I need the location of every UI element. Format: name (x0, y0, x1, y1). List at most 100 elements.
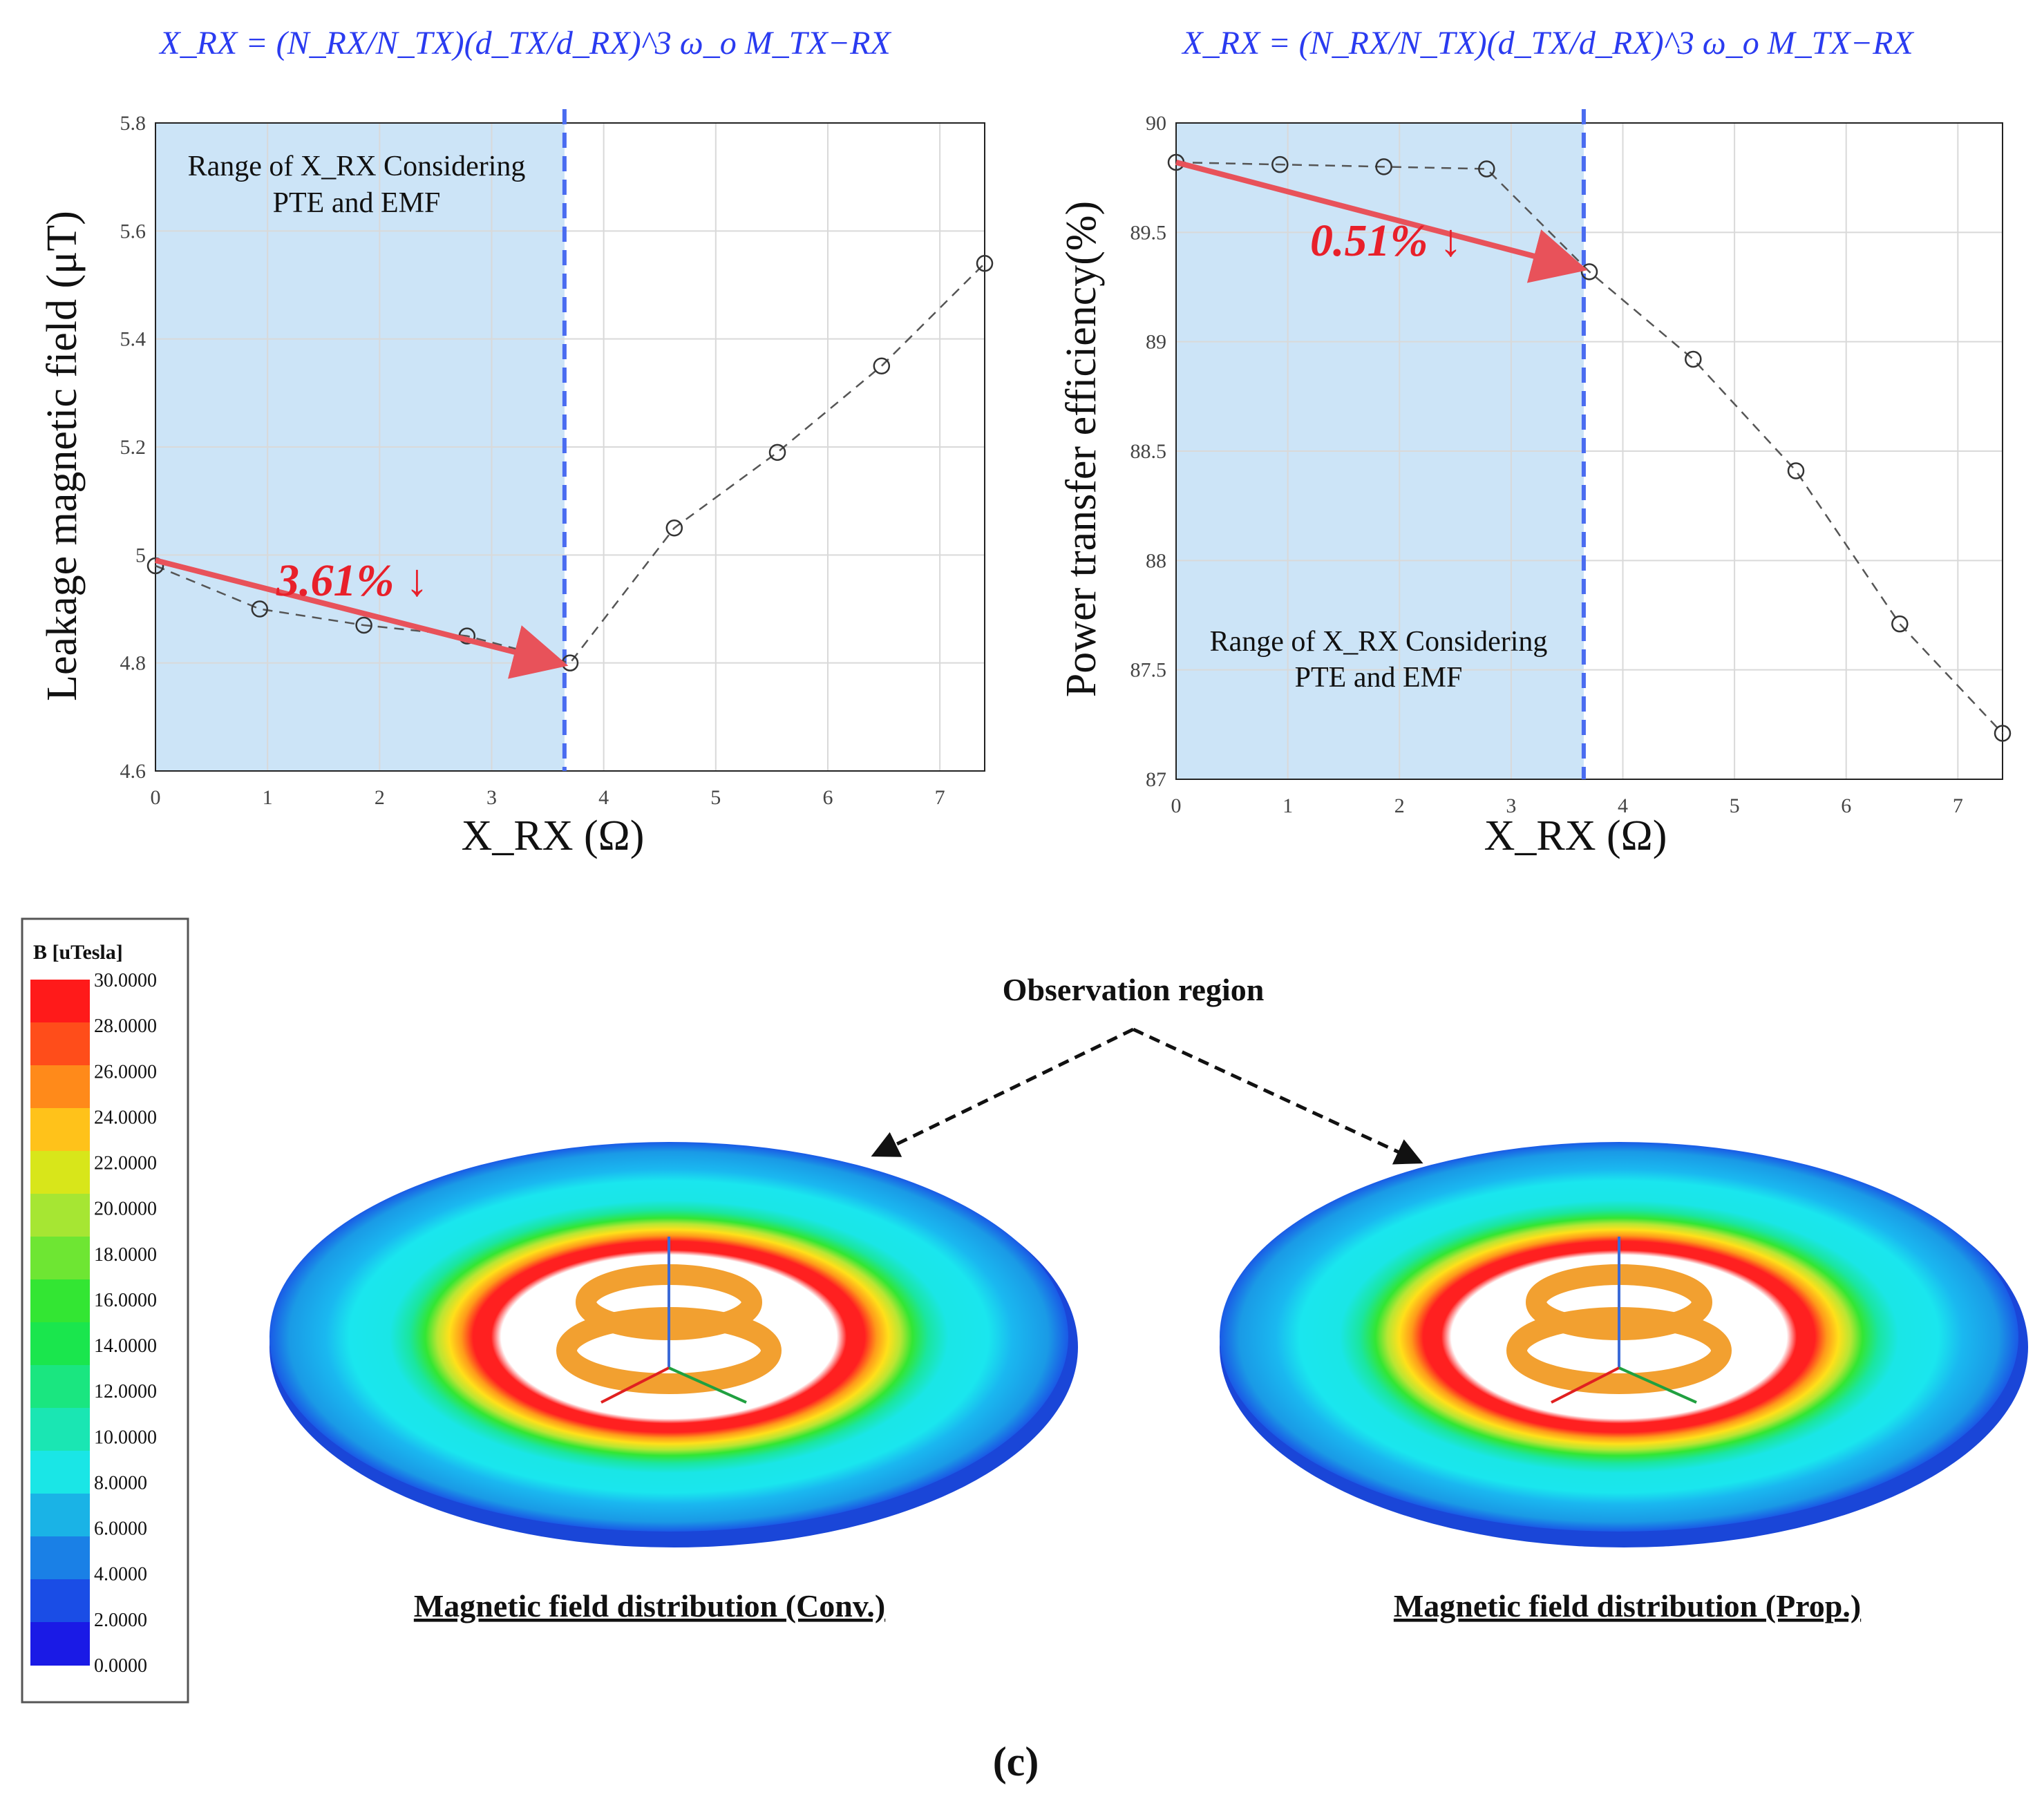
observation-arrow-left (871, 1027, 1135, 1157)
colorbar-tick-label: 14.0000 (94, 1335, 157, 1357)
data-point (873, 357, 891, 374)
field-plot-conv (269, 1142, 1078, 1547)
y-tick-label: 5.2 (120, 436, 146, 459)
y-axis-glyph (1618, 1366, 1697, 1404)
colorbar-tick-label: 12.0000 (94, 1381, 157, 1402)
caption-conv: Magnetic field distribution (Conv.) (414, 1588, 885, 1623)
y-tick-label: 87 (1146, 768, 1166, 791)
series-line (1175, 161, 2003, 734)
colorbar-tick-label: 2.0000 (94, 1610, 147, 1631)
x-tick-label: 3 (486, 786, 497, 809)
data-point (1891, 615, 1909, 633)
trend-arrow (1175, 160, 1588, 283)
data-point (146, 557, 164, 575)
x-axis-glyph (1551, 1366, 1620, 1404)
x-tick-label: 0 (1171, 794, 1182, 817)
x-tick-label: 4 (1618, 794, 1628, 817)
colorbar-tick-label: 6.0000 (94, 1518, 147, 1540)
colorbar-tick-label: 4.0000 (94, 1564, 147, 1585)
colorbar-legend: B [uTesla] 30.0000 28.0000 26.0000 24.0000 2… (21, 917, 189, 1704)
colorbar-tick-label: 10.0000 (94, 1427, 157, 1448)
x-tick-label: 1 (263, 786, 273, 809)
x-tick-label: 2 (375, 786, 385, 809)
x-tick-label: 3 (1506, 794, 1516, 817)
y-tick-label: 5.6 (120, 220, 146, 242)
colorbar-tick-label: 18.0000 (94, 1244, 157, 1266)
x-tick-label: 7 (1953, 794, 1963, 817)
data-point (768, 444, 786, 461)
y-tick-label: 5.8 (120, 112, 146, 135)
data-point (665, 520, 683, 537)
panel-label: (c) (993, 1739, 1039, 1784)
colorbar-swatch (30, 1408, 90, 1451)
colorbar-swatch (30, 1022, 90, 1066)
y-axis-glyph (668, 1366, 747, 1404)
range-label-line1: Range of X_RX Considering (1210, 626, 1548, 658)
colorbar-swatches (30, 980, 90, 1666)
y-tick-label: 87.5 (1130, 659, 1167, 682)
x-tick-label: 7 (935, 786, 945, 809)
data-point (1375, 158, 1392, 175)
colorbar-swatch (30, 1451, 90, 1494)
x-ticks: 0 1 2 3 4 5 6 7 (151, 786, 945, 809)
colorbar-tick-label: 16.0000 (94, 1290, 157, 1311)
y-tick-label: 88.5 (1130, 440, 1167, 463)
colorbar-swatch (30, 1065, 90, 1109)
series-line (155, 263, 985, 665)
observation-region-label: Observation region (1003, 972, 1265, 1007)
y-axis-label: Leakage magnetic field (μT) (39, 211, 86, 701)
y-tick-label: 5.4 (120, 328, 146, 351)
colorbar-tick-label: 30.0000 (94, 970, 157, 991)
efficiency-chart: X_RX = (N_RX/N_TX)(d_TX/d_RX)^3 ω_o M_TX… (1058, 25, 2012, 859)
colorbar-swatch (30, 1279, 90, 1323)
data-point (1685, 350, 1702, 368)
observation-arrow-right (1132, 1027, 1423, 1165)
formula-label: X_RX = (N_RX/N_TX)(d_TX/d_RX)^3 ω_o M_TX… (1181, 25, 1914, 61)
trend-arrow (155, 558, 569, 679)
colorbar-swatch (30, 1579, 90, 1623)
colorbar-swatch (30, 1536, 90, 1580)
x-axis-label: X_RX (Ω) (1484, 812, 1667, 859)
y-axis-label: Power transfer efficiency(%) (1058, 201, 1105, 697)
colorbar-swatch (30, 1322, 90, 1366)
x-tick-label: 2 (1394, 794, 1405, 817)
x-ticks: 0 1 2 3 4 5 6 7 (1171, 794, 1963, 817)
field-plot-prop (1220, 1142, 2028, 1547)
range-label-line1: Range of X_RX Considering (188, 151, 526, 182)
y-tick-label: 89.5 (1130, 221, 1167, 244)
data-point (1478, 160, 1495, 178)
y-tick-label: 4.6 (120, 760, 146, 783)
colorbar-tick-label: 26.0000 (94, 1061, 157, 1083)
data-point (976, 254, 994, 272)
colorbar-tick-label: 28.0000 (94, 1016, 157, 1037)
colorbar-tick-label: 20.0000 (94, 1199, 157, 1220)
colorbar-tick-label: 22.0000 (94, 1153, 157, 1174)
x-tick-label: 0 (151, 786, 161, 809)
colorbar-title: B [uTesla] (33, 941, 123, 964)
data-point (251, 600, 269, 618)
percent-annotation: 3.61% ↓ (276, 555, 428, 606)
colorbar-swatch (30, 1237, 90, 1280)
percent-annotation: 0.51% ↓ (1310, 216, 1462, 266)
colorbar-tick-label: 8.0000 (94, 1472, 147, 1494)
colorbar-swatch (30, 1151, 90, 1194)
x-tick-label: 5 (710, 786, 721, 809)
caption-prop: Magnetic field distribution (Prop.) (1394, 1588, 1861, 1623)
y-tick-label: 88 (1146, 549, 1166, 572)
colorbar-swatch (30, 1622, 90, 1666)
x-tick-label: 5 (1730, 794, 1740, 817)
plot-frame (155, 122, 985, 772)
colorbar-tick-label: 0.0000 (94, 1655, 147, 1677)
colorbar-swatch (30, 1108, 90, 1152)
data-point (1271, 155, 1289, 173)
x-tick-label: 1 (1283, 794, 1293, 817)
range-label-line2: PTE and EMF (273, 187, 441, 219)
plot-frame (1175, 122, 2003, 780)
data-points (1167, 153, 2012, 742)
formula-label: X_RX = (N_RX/N_TX)(d_TX/d_RX)^3 ω_o M_TX… (158, 25, 891, 61)
data-point (1994, 725, 2012, 742)
colorbar-swatch (30, 1494, 90, 1537)
range-label-line2: PTE and EMF (1295, 662, 1463, 694)
colorbar-ticks: 30.0000 28.0000 26.0000 24.0000 22.0000 20.00… (94, 970, 157, 1677)
